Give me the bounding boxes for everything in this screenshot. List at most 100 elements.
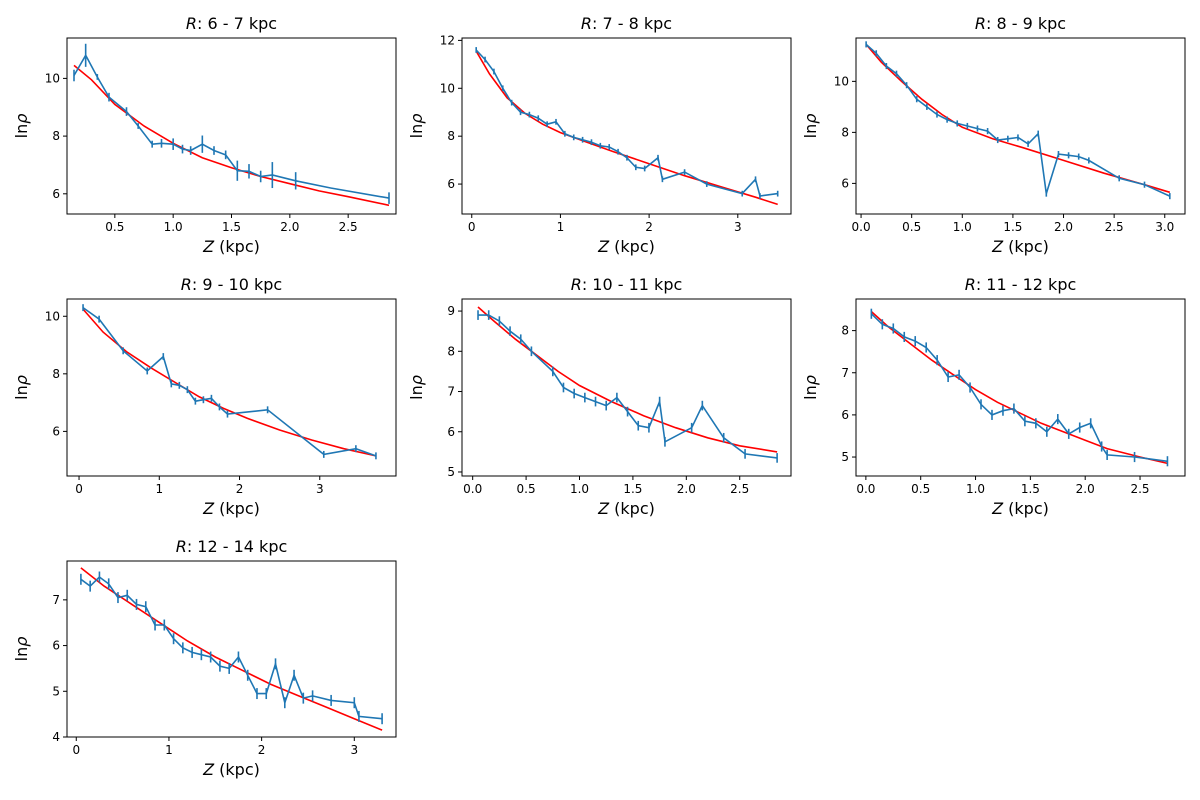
axes-frame bbox=[461, 37, 792, 215]
y-tick-label: 6 bbox=[841, 408, 849, 422]
x-axis-label: Z (kpc) bbox=[202, 237, 260, 256]
y-tick-label: 4 bbox=[52, 730, 60, 744]
title-variable: R bbox=[176, 537, 187, 556]
y-tick-label: 5 bbox=[52, 684, 60, 698]
y-tick-label: 7 bbox=[52, 593, 60, 607]
x-tick-label: 1.5 bbox=[1003, 220, 1022, 234]
y-axis-label: lnρ bbox=[407, 375, 426, 400]
x-tick-label: 0 bbox=[75, 482, 83, 496]
fit-line bbox=[475, 50, 778, 206]
y-tick-label: 7 bbox=[447, 385, 455, 399]
x-axis-unit: (kpc) bbox=[1003, 499, 1049, 518]
y-axis-label: lnρ bbox=[12, 637, 31, 662]
x-axis-label: Z (kpc) bbox=[991, 237, 1049, 256]
axes-frame bbox=[66, 37, 397, 215]
x-tick-label: 0.5 bbox=[902, 220, 921, 234]
y-axis-variable: ρ bbox=[801, 114, 820, 124]
y-tick-label: 5 bbox=[447, 465, 455, 479]
x-tick-label: 1.5 bbox=[623, 482, 642, 496]
y-tick-label: 10 bbox=[440, 81, 455, 95]
x-axis-unit: (kpc) bbox=[1003, 237, 1049, 256]
y-axis-label: lnρ bbox=[12, 375, 31, 400]
x-tick-label: 0.5 bbox=[105, 220, 124, 234]
x-tick-label: 2.5 bbox=[339, 220, 358, 234]
title-range: : 8 - 9 kpc bbox=[986, 14, 1066, 33]
title-range: : 9 - 10 kpc bbox=[192, 275, 282, 294]
y-tick-label: 6 bbox=[52, 424, 60, 438]
panel-7: R: 12 - 14 kpc 0 1 2 3 4 5 6 7 Z (kpc) lnρ bbox=[12, 537, 397, 779]
data-line bbox=[475, 49, 778, 197]
x-tick-label: 3 bbox=[350, 743, 358, 757]
fit-line bbox=[82, 308, 377, 457]
x-axis-variable: Z bbox=[597, 237, 610, 256]
x-axis-variable: Z bbox=[991, 499, 1004, 518]
y-axis-label: lnρ bbox=[801, 375, 820, 400]
y-axis-prefix: ln bbox=[407, 124, 426, 139]
axes-frame bbox=[66, 298, 397, 477]
fit-line bbox=[870, 311, 1168, 465]
fit-line bbox=[865, 43, 1171, 194]
fit-line bbox=[80, 567, 383, 731]
axes-frame bbox=[461, 298, 792, 477]
y-tick-label: 10 bbox=[834, 74, 849, 88]
fit-line bbox=[477, 306, 778, 453]
y-tick-label: 7 bbox=[841, 366, 849, 380]
x-axis-unit: (kpc) bbox=[609, 499, 655, 518]
y-tick-label: 6 bbox=[52, 187, 60, 201]
title-range: : 10 - 11 kpc bbox=[582, 275, 682, 294]
x-axis-variable: Z bbox=[597, 499, 610, 518]
y-tick-label: 6 bbox=[841, 176, 849, 190]
y-tick-label: 6 bbox=[447, 177, 455, 191]
x-tick-label: 1.5 bbox=[222, 220, 241, 234]
title-range: : 7 - 8 kpc bbox=[592, 14, 672, 33]
x-tick-label: 1.0 bbox=[164, 220, 183, 234]
panel-5: R: 10 - 11 kpc 0.0 0.5 1.0 1.5 2.0 2.5 5 6 7 8 9 Z (… bbox=[407, 275, 792, 518]
y-axis-prefix: ln bbox=[801, 385, 820, 400]
y-axis-label: lnρ bbox=[407, 114, 426, 139]
panel-title: R: 10 - 11 kpc bbox=[571, 275, 683, 294]
x-tick-label: 3.0 bbox=[1155, 220, 1174, 234]
panel-3: R: 8 - 9 kpc 0.0 0.5 1.0 1.5 2.0 2.5 3.0 6 8 10 Z (… bbox=[801, 14, 1186, 256]
panel-4: R: 9 - 10 kpc 0 1 2 3 6 8 10 Z (kpc) lnρ bbox=[12, 275, 397, 518]
x-tick-label: 1 bbox=[557, 220, 565, 234]
x-tick-label: 2.0 bbox=[677, 482, 696, 496]
panel-1: R: 6 - 7 kpc 0.5 1.0 1.5 2.0 2.5 6 8 10 Z (kpc) ln… bbox=[12, 14, 397, 256]
x-tick-label: 2.5 bbox=[1105, 220, 1124, 234]
x-tick-label: 2.5 bbox=[1130, 482, 1149, 496]
axes-frame bbox=[66, 560, 397, 738]
x-tick-label: 1.0 bbox=[953, 220, 972, 234]
panel-title: R: 8 - 9 kpc bbox=[975, 14, 1066, 33]
panel-title: R: 11 - 12 kpc bbox=[965, 275, 1077, 294]
x-tick-label: 0.0 bbox=[852, 220, 871, 234]
y-axis-prefix: ln bbox=[407, 385, 426, 400]
x-tick-label: 0.0 bbox=[463, 482, 482, 496]
y-axis-prefix: ln bbox=[801, 124, 820, 139]
panel-title: R: 6 - 7 kpc bbox=[186, 14, 277, 33]
x-tick-label: 1.0 bbox=[570, 482, 589, 496]
y-axis-variable: ρ bbox=[12, 637, 31, 647]
x-tick-label: 1.5 bbox=[1021, 482, 1040, 496]
y-tick-label: 10 bbox=[45, 309, 60, 323]
x-tick-label: 2.0 bbox=[280, 220, 299, 234]
x-tick-label: 0.5 bbox=[517, 482, 536, 496]
x-axis-unit: (kpc) bbox=[214, 499, 260, 518]
y-axis-variable: ρ bbox=[12, 114, 31, 124]
y-tick-label: 6 bbox=[52, 639, 60, 653]
y-axis-prefix: ln bbox=[12, 647, 31, 662]
y-axis-prefix: ln bbox=[12, 124, 31, 139]
y-tick-label: 12 bbox=[440, 33, 455, 47]
y-axis-label: lnρ bbox=[801, 114, 820, 139]
data-line bbox=[82, 306, 377, 457]
axes-frame bbox=[855, 37, 1186, 215]
title-range: : 6 - 7 kpc bbox=[197, 14, 277, 33]
y-axis-variable: ρ bbox=[801, 375, 820, 385]
y-axis-variable: ρ bbox=[407, 375, 426, 385]
y-tick-label: 5 bbox=[841, 450, 849, 464]
x-tick-label: 3 bbox=[316, 482, 324, 496]
x-tick-label: 2 bbox=[258, 743, 266, 757]
fit-line bbox=[73, 64, 390, 207]
x-axis-unit: (kpc) bbox=[214, 237, 260, 256]
y-tick-label: 8 bbox=[841, 324, 849, 338]
y-tick-label: 8 bbox=[841, 125, 849, 139]
